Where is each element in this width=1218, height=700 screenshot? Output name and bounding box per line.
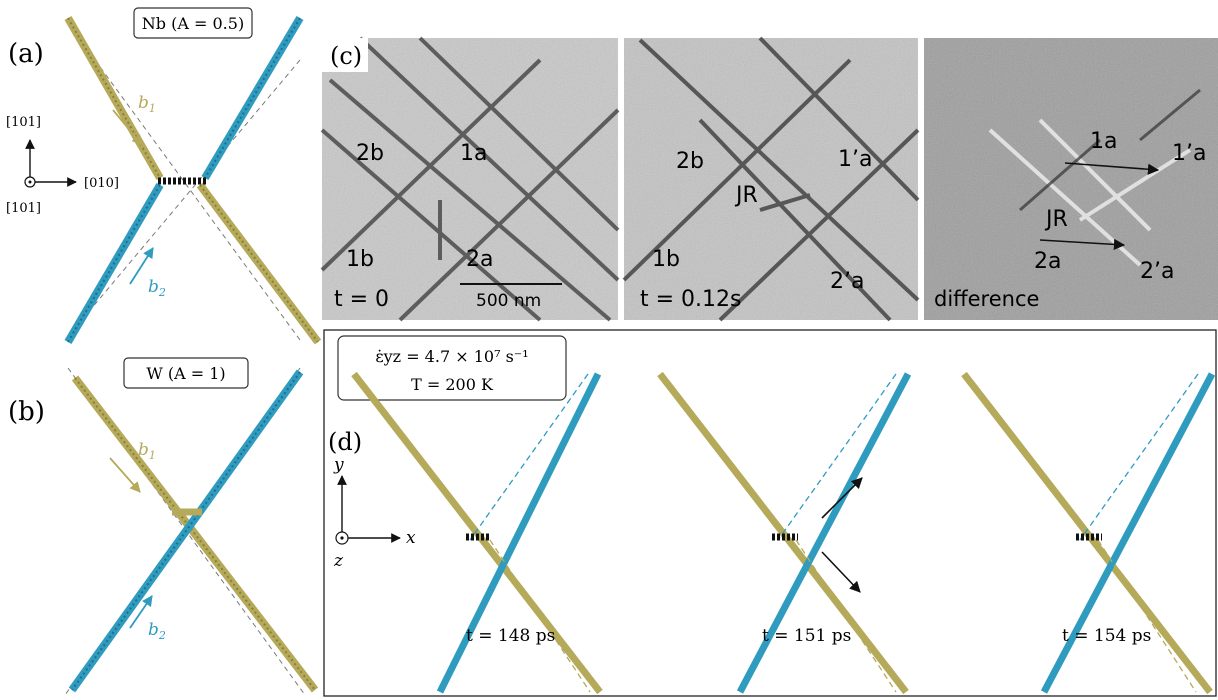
scale-label: 500 nm (476, 291, 541, 311)
panel-b-title: W (A = 1) (146, 364, 225, 383)
b2-arrow (129, 247, 154, 285)
label-1prime-a: 1’a (838, 147, 872, 172)
label-1prime-a: 1’a (1172, 141, 1206, 166)
label-2b: 2b (676, 149, 704, 174)
label-2prime-a: 2’a (830, 269, 864, 294)
b1-arrow (112, 109, 143, 146)
label-JR: JR (734, 183, 758, 208)
md-frame-151: t = 151 ps (657, 371, 912, 695)
dislocation-b2-upper-texture (204, 17, 301, 179)
time-154: t = 154 ps (1062, 626, 1151, 646)
dislocation-b2-upper (201, 15, 304, 181)
time-148: t = 148 ps (466, 626, 555, 646)
md-frame-154: t = 154 ps (961, 371, 1216, 695)
motion-arrow-down (821, 551, 861, 593)
time-151: t = 151 ps (762, 626, 851, 646)
b1-label: b1 (138, 93, 156, 115)
panel-b: (b) W (A = 1) b1 b2 (8, 357, 319, 696)
b1-label: b1 (138, 440, 156, 462)
time-label: t = 0 (334, 287, 389, 312)
label-2a: 2a (466, 247, 493, 272)
axis-z-dot (340, 536, 344, 540)
temperature: T = 200 K (411, 375, 494, 394)
panel-a-title: Nb (A = 0.5) (142, 14, 244, 33)
panel-c-label: (c) (330, 42, 362, 70)
strain-rate: ε̇yz = 4.7 × 10⁷ s⁻¹ (375, 347, 528, 366)
b2-arrow (129, 595, 153, 629)
label-1a: 1a (460, 141, 487, 166)
b2-label: b2 (148, 620, 166, 642)
label-1b: 1b (346, 247, 374, 272)
axis-right-label: [010] (84, 176, 119, 191)
panel-b-label: (b) (8, 397, 45, 427)
dislocation-b1-texture (74, 377, 316, 691)
dislocation-b1-lower (196, 182, 322, 345)
micrograph-t0: (c) 2b 1a 1b 2a t = 0 500 nm (320, 36, 620, 322)
b2-label: b2 (148, 277, 166, 299)
label-1b: 1b (652, 247, 680, 272)
label-2prime-a: 2’a (1140, 259, 1174, 284)
micrograph-t012: 2b JR 1’a 1b 2’a t = 0.12s (622, 36, 920, 322)
time-label: t = 0.12s (640, 287, 742, 312)
panel-c: (c) 2b 1a 1b 2a t = 0 500 nm 2b JR 1’a (320, 36, 1218, 322)
panel-a-title-box (133, 7, 253, 39)
axis-z-label: z (333, 551, 344, 571)
panel-b-title-box (123, 357, 249, 389)
label-JR: JR (1044, 207, 1068, 232)
dislocation-b2-lower-texture (67, 184, 161, 343)
panel-d: ε̇yz = 4.7 × 10⁷ s⁻¹ T = 200 K (d) y x z… (323, 329, 1217, 697)
motion-arrow-up (821, 477, 863, 519)
shift-arrow-1 (1064, 162, 1160, 175)
conditions-box (337, 335, 567, 401)
label-2b: 2b (356, 141, 384, 166)
axis-out-label: [101] (6, 201, 41, 216)
panel-a: (a) Nb (A = 0.5) b1 b2 [101] [010] [101] (6, 7, 322, 345)
dislocation-b2-texture (71, 371, 301, 691)
axis-out-dot (28, 180, 32, 184)
b1-arrow (109, 457, 141, 493)
label-1a: 1a (1090, 129, 1117, 154)
micrograph-difference: 1a 1’a JR 2a 2’a difference (924, 38, 1218, 320)
shift-arrow-2 (1039, 238, 1126, 250)
axis-up-label: [101] (6, 115, 41, 130)
axis-x-label: x (406, 528, 416, 548)
panel-d-frame (323, 329, 1217, 697)
difference-label: difference (934, 287, 1039, 311)
panel-a-label: (a) (8, 39, 44, 69)
panel-d-label: (d) (328, 428, 362, 456)
md-frame-148: t = 148 ps (351, 371, 603, 695)
label-2a: 2a (1034, 249, 1061, 274)
guide-line (64, 59, 301, 341)
dislocation-b1-upper-texture (67, 17, 161, 179)
axis-y-label: y (333, 455, 344, 475)
guide-line (94, 59, 301, 341)
